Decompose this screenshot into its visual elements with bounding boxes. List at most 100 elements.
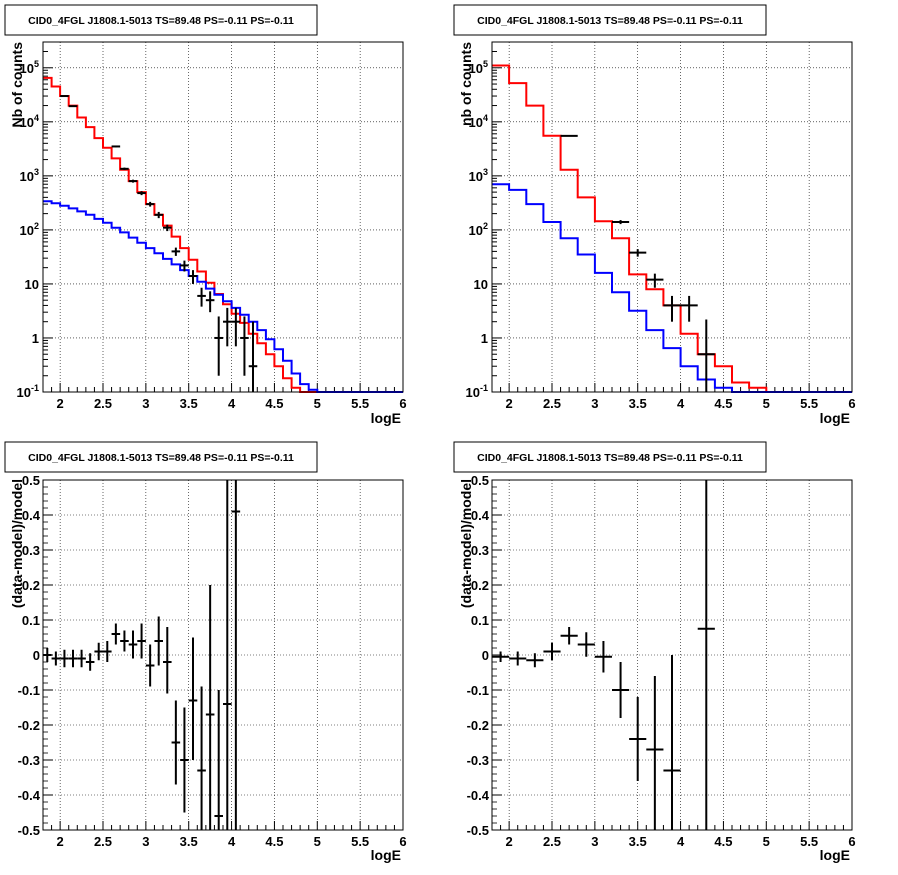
y-axis-label: Nb of counts	[9, 42, 25, 128]
x-tick-label: 2	[57, 396, 64, 411]
data-point	[646, 676, 664, 830]
data-point	[197, 287, 206, 307]
x-tick-label: 2.5	[94, 396, 112, 411]
x-tick-label: 3.5	[629, 834, 647, 849]
x-tick-label: 2	[57, 834, 64, 849]
y-tick-label: 103	[469, 167, 488, 184]
x-tick-label: 4.5	[714, 396, 732, 411]
data-point	[680, 295, 698, 322]
x-tick-label: 3.5	[629, 396, 647, 411]
data-point	[205, 291, 215, 313]
x-tick-label: 4.5	[714, 834, 732, 849]
y-tick-label: -0.4	[467, 788, 490, 803]
y-axis-label: (data-model)/model	[9, 479, 25, 608]
data-point	[120, 630, 129, 652]
x-tick-label: 3	[142, 396, 149, 411]
data-point	[188, 637, 198, 760]
data-point	[68, 105, 78, 108]
plot-area: 2 2.5 3 3.5 4 4.5 5 5.5 6 -0.5 -0.4 -0.3 -0.2 -0.1 0 0.…	[467, 473, 856, 849]
y-tick-label: -0.4	[18, 788, 41, 803]
data-point	[85, 653, 95, 671]
data-point	[154, 211, 163, 219]
x-tick-label: 3.5	[180, 834, 198, 849]
x-axis-label: logE	[371, 847, 401, 863]
title-box	[453, 441, 767, 473]
y-tick-label: -0.5	[467, 823, 489, 838]
data-point	[171, 247, 181, 256]
data-point	[543, 642, 561, 661]
data-point	[197, 686, 206, 830]
data-point	[128, 630, 138, 659]
x-axis-label: logE	[820, 410, 850, 426]
data-point	[94, 642, 103, 661]
panel-top-right: CID0_4FGL J1808.1-5013 TS=89.48 PS=-0.11…	[453, 4, 856, 426]
x-tick-label: 4	[228, 834, 236, 849]
data-point	[51, 651, 61, 666]
x-tick-label: 2.5	[543, 396, 561, 411]
data-point	[646, 273, 664, 288]
x-tick-label: 4.5	[265, 834, 283, 849]
title-box	[4, 4, 318, 36]
data-point	[77, 649, 86, 668]
total-model-histogram	[492, 64, 852, 393]
data-point	[577, 632, 595, 657]
data-point	[509, 651, 527, 666]
panel-title: CID0_4FGL J1808.1-5013 TS=89.48 PS=-0.11…	[28, 452, 294, 464]
data-point	[60, 95, 69, 98]
x-tick-label: 5.5	[800, 396, 818, 411]
y-tick-label: 0	[482, 648, 489, 663]
data-point	[205, 585, 215, 830]
y-tick-label: -0.3	[18, 753, 40, 768]
panel-top-left: CID0_4FGL J1808.1-5013 TS=89.48 PS=-0.11…	[4, 4, 407, 426]
component-model-histogram	[492, 183, 852, 393]
data-point	[629, 697, 647, 781]
y-tick-label: 102	[469, 221, 488, 238]
data-point	[128, 179, 138, 183]
data-point	[214, 690, 223, 830]
data-point	[111, 623, 121, 645]
plot-frame	[42, 479, 404, 831]
y-tick-label: 10	[474, 277, 488, 292]
y-tick-label: 10	[25, 277, 39, 292]
y-tick-label: 0	[33, 648, 40, 663]
panel-title: CID0_4FGL J1808.1-5013 TS=89.48 PS=-0.11…	[477, 15, 743, 27]
data-point	[68, 649, 78, 668]
data-point	[145, 644, 155, 687]
x-tick-label: 5	[314, 834, 321, 849]
plot-area: 2 2.5 3 3.5 4 4.5 5 5.5 6 -0.5 -0.4 -0.3 -0.2 -0.1 0 0.…	[18, 473, 407, 849]
title-box	[4, 441, 318, 473]
y-tick-label: 1	[32, 331, 39, 346]
x-tick-label: 2.5	[94, 834, 112, 849]
data-point	[697, 319, 715, 392]
x-tick-label: 4	[677, 834, 685, 849]
data-point	[111, 145, 121, 148]
y-tick-label: -0.2	[18, 718, 40, 733]
y-tick-label: 0.3	[22, 543, 40, 558]
y-tick-label: -0.1	[467, 683, 489, 698]
data-point	[163, 224, 172, 232]
y-tick-label: 0.4	[22, 508, 41, 523]
data-point	[492, 651, 510, 662]
y-tick-label: -0.5	[18, 823, 40, 838]
plot-frame	[491, 41, 853, 393]
x-tick-label: 4.5	[265, 396, 283, 411]
panel-title: CID0_4FGL J1808.1-5013 TS=89.48 PS=-0.11…	[477, 452, 743, 464]
x-tick-label: 4	[228, 396, 236, 411]
x-axis-label: logE	[371, 410, 401, 426]
x-tick-label: 6	[848, 834, 855, 849]
x-tick-label: 3	[591, 834, 598, 849]
y-axis-label: nb of counts	[458, 42, 474, 126]
plot-frame	[42, 41, 404, 393]
y-tick-label: 0.2	[22, 578, 40, 593]
data-point	[526, 653, 544, 668]
data-point	[663, 655, 681, 830]
data-point	[43, 648, 52, 662]
data-point	[120, 167, 129, 171]
x-tick-label: 2	[506, 396, 513, 411]
y-tick-label: -0.1	[18, 683, 40, 698]
data-point	[629, 249, 647, 257]
y-tick-label: 103	[20, 167, 39, 184]
plot-area: 2 2.5 3 3.5 4 4.5 5 5.5 6 10-1 1 10 102 103 104 105	[17, 41, 407, 411]
y-tick-label: 0.1	[22, 613, 40, 628]
x-tick-label: 2	[506, 834, 513, 849]
